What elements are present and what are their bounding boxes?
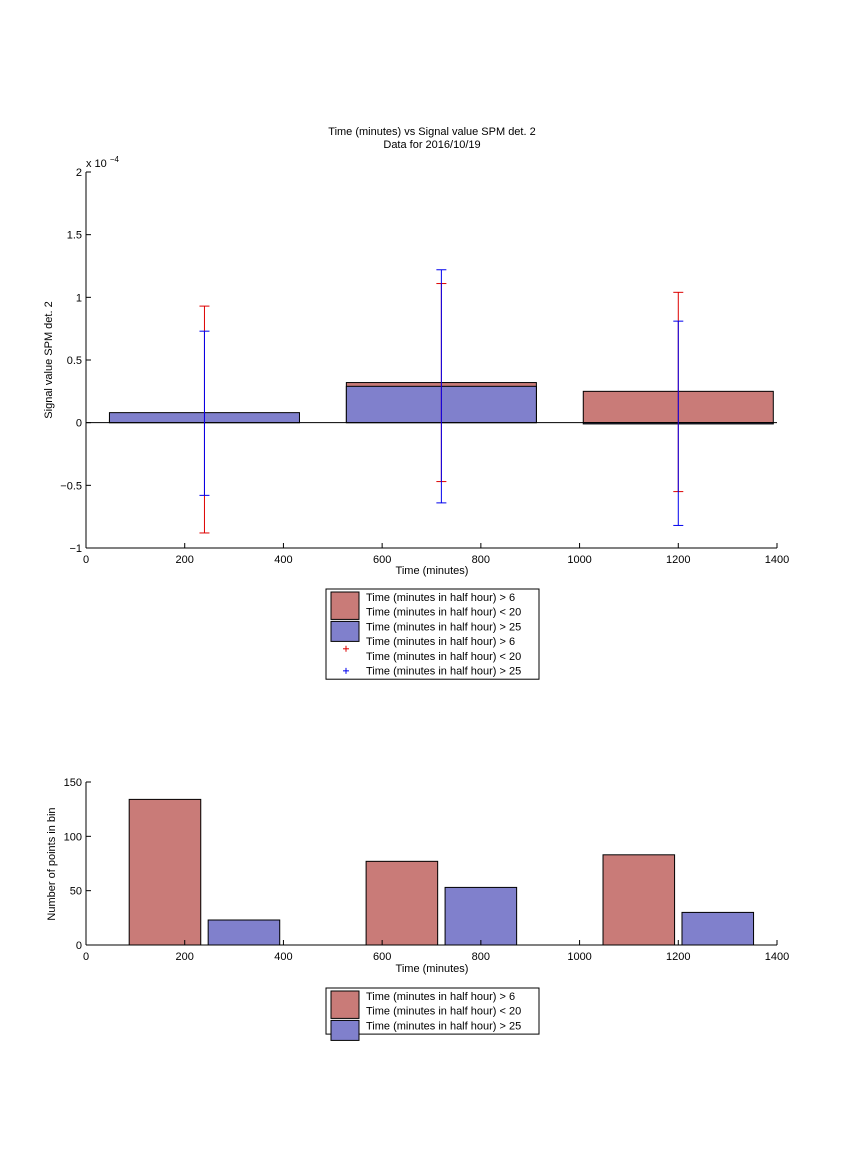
y-axis-label: Signal value SPM det. 2 [43, 301, 55, 418]
y-exponent-power: −4 [110, 155, 120, 164]
y-tick-label: 50 [70, 886, 82, 898]
x-tick-label: 1000 [567, 951, 591, 963]
x-tick-label: 1400 [765, 951, 789, 963]
top-chart: Time (minutes) vs Signal value SPM det. … [43, 126, 789, 680]
legend: Time (minutes in half hour) > 6 Time (min… [325, 588, 540, 680]
bar [681, 911, 755, 946]
legend-label: Time (minutes in half hour) > 6 [366, 636, 515, 648]
bar [602, 854, 676, 946]
legend-label: Time (minutes in half hour) < 20 [366, 607, 521, 619]
legend-box [325, 588, 540, 680]
legend-label: Time (minutes in half hour) > 25 [366, 621, 521, 633]
chart-title: Time (minutes) vs Signal value SPM det. … [328, 126, 535, 138]
legend-swatch [330, 1019, 360, 1041]
y-tick-label: 0 [76, 418, 82, 430]
bar [128, 798, 202, 946]
legend-swatch [330, 591, 360, 620]
legend-swatch [330, 990, 360, 1019]
bar [207, 919, 281, 946]
x-tick-label: 1000 [567, 554, 591, 566]
y-exponent-label: x 10 −4 [86, 155, 120, 170]
legend-label: Time (minutes in half hour) > 25 [366, 1020, 521, 1032]
x-tick-label: 1200 [666, 554, 690, 566]
x-tick-label: 600 [373, 951, 391, 963]
y-tick-label: 1 [76, 292, 82, 304]
x-tick-label: 200 [176, 554, 194, 566]
legend-label: Time (minutes in half hour) < 20 [366, 1006, 521, 1018]
x-tick-label: 1200 [666, 951, 690, 963]
legend-label: Time (minutes in half hour) > 6 [366, 592, 515, 604]
y-tick-label: −0.5 [60, 480, 82, 492]
y-tick-label: 1.5 [67, 230, 82, 242]
legend-box [325, 987, 540, 1035]
bar [365, 860, 439, 946]
legend-label: Time (minutes in half hour) > 6 [366, 991, 515, 1003]
bar [444, 886, 518, 946]
x-tick-label: 0 [83, 951, 89, 963]
chart-subtitle: Data for 2016/10/19 [383, 139, 480, 151]
y-tick-label: 2 [76, 167, 82, 179]
x-tick-label: 400 [274, 554, 292, 566]
x-tick-label: 400 [274, 951, 292, 963]
bottom-chart: Time (minutes) Number of points in bin 0… [46, 777, 789, 1041]
x-tick-label: 200 [176, 951, 194, 963]
y-tick-label: 150 [64, 777, 82, 789]
legend-label: Time (minutes in half hour) < 20 [366, 651, 521, 663]
y-axis-label: Number of points in bin [46, 807, 58, 920]
y-tick-label: 0 [76, 940, 82, 952]
x-tick-label: 800 [472, 951, 490, 963]
x-axis-label: Time (minutes) [396, 963, 469, 975]
y-tick-label: −1 [69, 543, 82, 555]
y-tick-label: 100 [64, 831, 82, 843]
y-tick-label: 0.5 [67, 355, 82, 367]
x-tick-label: 0 [83, 554, 89, 566]
legend-label: Time (minutes in half hour) > 25 [366, 666, 521, 678]
legend-swatch [330, 620, 360, 642]
x-axis-label: Time (minutes) [396, 565, 469, 577]
x-tick-label: 800 [472, 554, 490, 566]
y-exponent-base: x 10 [86, 158, 107, 170]
legend: Time (minutes in half hour) > 6 Time (min… [325, 987, 540, 1041]
x-tick-label: 1400 [765, 554, 789, 566]
x-tick-label: 600 [373, 554, 391, 566]
